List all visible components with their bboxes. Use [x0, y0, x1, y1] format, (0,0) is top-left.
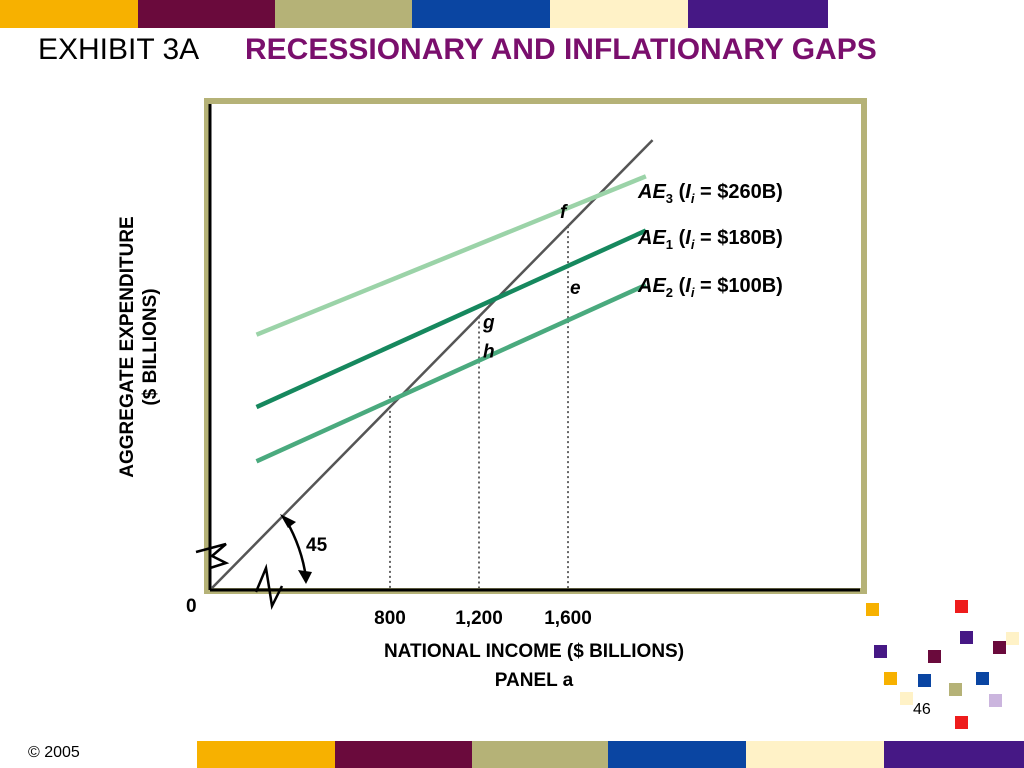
copyright: © 2005: [28, 744, 80, 761]
decor-square: [993, 641, 1006, 654]
decor-square: [955, 600, 968, 613]
decor-square: [949, 683, 962, 696]
chart-frame: [204, 98, 867, 594]
y-axis-label-line2: ($ BILLIONS): [140, 288, 161, 405]
panel-label: PANEL a: [495, 670, 574, 691]
top-band-segment: [688, 0, 828, 28]
decor-square: [989, 694, 1002, 707]
decor-square: [884, 672, 897, 685]
points-layer: f e gh: [482, 202, 581, 362]
legend-layer: AE3 (Ii = $260B) AE1 (Ii = $180B) AE2 (Ii …: [637, 181, 783, 300]
x-axis-break: [254, 563, 284, 611]
title-prefix: EXHIBIT 3A: [38, 33, 200, 66]
x-tick-label: 1,600: [544, 608, 592, 629]
decor-square: [955, 716, 968, 729]
series-line-ae3: [255, 174, 647, 337]
decor-square: [960, 631, 973, 644]
decor-square: [1006, 632, 1019, 645]
x-axis-label: NATIONAL INCOME ($ BILLIONS): [384, 641, 684, 662]
angle-arrow-bottom: [298, 570, 312, 584]
bottom-band-segment: [471, 741, 609, 768]
top-band-segment: [550, 0, 688, 28]
decor-square: [976, 672, 989, 685]
decor-square: [874, 645, 887, 658]
top-band-segment: [0, 0, 138, 28]
bottom-band-segment: [334, 741, 472, 768]
series-line-ae2: [255, 282, 647, 464]
bottom-band-segment: [608, 741, 747, 768]
y-axis-label-line1: AGGREGATE EXPENDITURE: [117, 216, 138, 477]
bottom-color-band: [197, 741, 1024, 768]
tick-layer: 800 1,200 1,600: [374, 608, 592, 629]
series-layer: [255, 174, 647, 464]
series-label-ae1: AE1 (Ii = $180B): [637, 227, 783, 252]
bottom-band-segment: [197, 741, 335, 768]
bottom-band-segment: [884, 741, 1024, 768]
decor-square: [918, 674, 931, 687]
point-label-g: g: [482, 313, 495, 334]
y-axis-break: [195, 542, 230, 570]
top-band-segment: [138, 0, 275, 28]
diagonal-45-line: [211, 139, 654, 589]
top-band-segment: [275, 0, 412, 28]
angle-label: 45: [306, 535, 328, 556]
slide-number: 46: [913, 701, 931, 718]
point-label-f: f: [560, 202, 568, 223]
diagonal-layer: [211, 139, 654, 589]
axes-group: [208, 104, 860, 592]
page-title: RECESSIONARY AND INFLATIONARY GAPS: [245, 33, 877, 66]
point-label-e: e: [570, 278, 581, 299]
decor-square: [928, 650, 941, 663]
origin-label: 0: [186, 596, 197, 617]
top-band-segment: [412, 0, 550, 28]
decor-square: [900, 692, 913, 705]
decor-square: [866, 603, 879, 616]
series-label-ae2: AE2 (Ii = $100B): [637, 275, 783, 300]
top-color-band: [0, 0, 828, 28]
bottom-band-segment: [746, 741, 885, 768]
angle-arrow-top: [280, 514, 296, 528]
point-label-h: h: [483, 341, 495, 362]
gap-chart: f e gh AE3 (Ii = $260B) AE1 (Ii = $180B) AE2…: [117, 98, 867, 691]
series-label-ae3: AE3 (Ii = $260B): [637, 181, 783, 206]
x-tick-label: 1,200: [455, 608, 503, 629]
series-line-ae1: [255, 228, 647, 410]
x-tick-label: 800: [374, 608, 406, 629]
